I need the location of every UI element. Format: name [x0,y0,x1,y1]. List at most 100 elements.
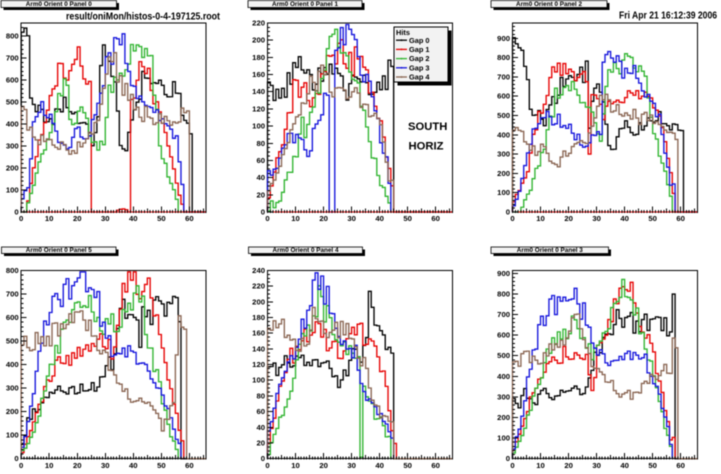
svg-text:10: 10 [536,461,545,469]
svg-text:20: 20 [73,214,82,223]
svg-text:800: 800 [497,53,510,62]
svg-text:Arm0 Orient 0 Panel 5: Arm0 Orient 0 Panel 5 [26,247,93,254]
svg-text:600: 600 [497,331,510,340]
svg-text:140: 140 [252,344,265,353]
svg-text:40: 40 [256,423,265,432]
svg-text:800: 800 [497,289,510,298]
svg-text:20: 20 [564,214,573,223]
svg-text:30: 30 [592,461,601,469]
svg-text:200: 200 [252,36,265,45]
svg-text:0: 0 [265,461,269,469]
svg-text:160: 160 [252,70,265,79]
svg-text:600: 600 [497,92,510,101]
svg-text:0: 0 [19,214,23,223]
svg-text:Arm0 Orient 0 Panel 0: Arm0 Orient 0 Panel 0 [26,1,93,8]
svg-text:220: 220 [252,282,265,291]
svg-text:Arm0 Orient 0 Panel 2: Arm0 Orient 0 Panel 2 [516,1,583,8]
svg-text:60: 60 [256,156,265,165]
svg-text:200: 200 [6,407,19,416]
svg-text:60: 60 [256,407,265,416]
svg-text:900: 900 [497,269,510,278]
svg-text:200: 200 [497,169,510,178]
svg-text:HORIZ: HORIZ [409,140,445,152]
svg-text:Arm0 Orient 0 Panel 3: Arm0 Orient 0 Panel 3 [517,247,584,254]
svg-text:600: 600 [6,313,19,322]
svg-text:120: 120 [252,104,265,113]
svg-text:180: 180 [252,53,265,62]
svg-text:100: 100 [252,376,265,385]
svg-text:0: 0 [261,208,265,217]
svg-text:220: 220 [252,19,265,28]
svg-text:Gap 2: Gap 2 [409,54,430,63]
svg-text:40: 40 [375,461,384,469]
svg-text:200: 200 [252,297,265,306]
svg-text:20: 20 [256,439,265,448]
svg-text:40: 40 [256,173,265,182]
svg-text:100: 100 [497,188,510,197]
svg-text:60: 60 [185,214,194,223]
svg-text:20: 20 [319,214,328,223]
svg-text:140: 140 [252,87,265,96]
svg-text:30: 30 [101,214,110,223]
svg-text:10: 10 [536,214,545,223]
svg-text:0: 0 [14,454,18,463]
svg-text:800: 800 [6,266,19,275]
svg-text:Gap 0: Gap 0 [409,36,430,45]
svg-text:400: 400 [6,360,19,369]
svg-text:600: 600 [6,76,19,85]
svg-text:40: 40 [620,214,629,223]
svg-text:Gap 1: Gap 1 [409,45,430,54]
svg-text:700: 700 [497,310,510,319]
svg-text:180: 180 [252,313,265,322]
svg-text:800: 800 [6,32,19,41]
svg-text:0: 0 [510,461,514,469]
svg-text:0: 0 [265,214,269,223]
svg-text:40: 40 [620,461,629,469]
svg-text:20: 20 [256,190,265,199]
svg-text:Gap 3: Gap 3 [409,63,430,72]
svg-text:240: 240 [252,266,265,275]
svg-text:50: 50 [403,214,412,223]
svg-text:700: 700 [6,54,19,63]
svg-text:300: 300 [6,384,19,393]
svg-text:Gap 4: Gap 4 [409,73,430,82]
svg-text:10: 10 [291,461,300,469]
svg-text:10: 10 [291,214,300,223]
svg-text:50: 50 [648,214,657,223]
svg-text:500: 500 [497,111,510,120]
svg-text:700: 700 [497,72,510,81]
svg-text:500: 500 [6,98,19,107]
svg-text:200: 200 [497,413,510,422]
svg-text:50: 50 [403,461,412,469]
svg-text:80: 80 [256,391,265,400]
svg-text:700: 700 [6,289,19,298]
svg-text:Hits: Hits [396,28,410,37]
svg-text:100: 100 [252,122,265,131]
svg-text:Fri Apr 21 16:12:39 2006: Fri Apr 21 16:12:39 2006 [619,10,717,21]
svg-text:20: 20 [73,461,82,469]
svg-text:40: 40 [129,461,138,469]
svg-text:Arm0 Orient 0 Panel 4: Arm0 Orient 0 Panel 4 [273,247,340,254]
svg-text:60: 60 [676,214,685,223]
svg-text:900: 900 [497,34,510,43]
svg-text:0: 0 [261,454,265,463]
svg-text:300: 300 [497,392,510,401]
svg-text:20: 20 [564,461,573,469]
svg-text:60: 60 [431,461,440,469]
svg-text:30: 30 [592,214,601,223]
svg-text:100: 100 [6,431,19,440]
svg-text:120: 120 [252,360,265,369]
svg-text:50: 50 [157,214,166,223]
svg-text:40: 40 [129,214,138,223]
svg-text:60: 60 [431,214,440,223]
svg-text:10: 10 [45,214,54,223]
svg-text:400: 400 [6,120,19,129]
svg-text:160: 160 [252,329,265,338]
svg-text:30: 30 [347,461,356,469]
svg-text:result/oniMon/histos-0-4-19712: result/oniMon/histos-0-4-197125.root [66,12,220,23]
svg-text:100: 100 [497,434,510,443]
svg-text:400: 400 [497,130,510,139]
svg-text:80: 80 [256,139,265,148]
svg-text:SOUTH: SOUTH [408,121,447,133]
svg-text:60: 60 [185,461,194,469]
